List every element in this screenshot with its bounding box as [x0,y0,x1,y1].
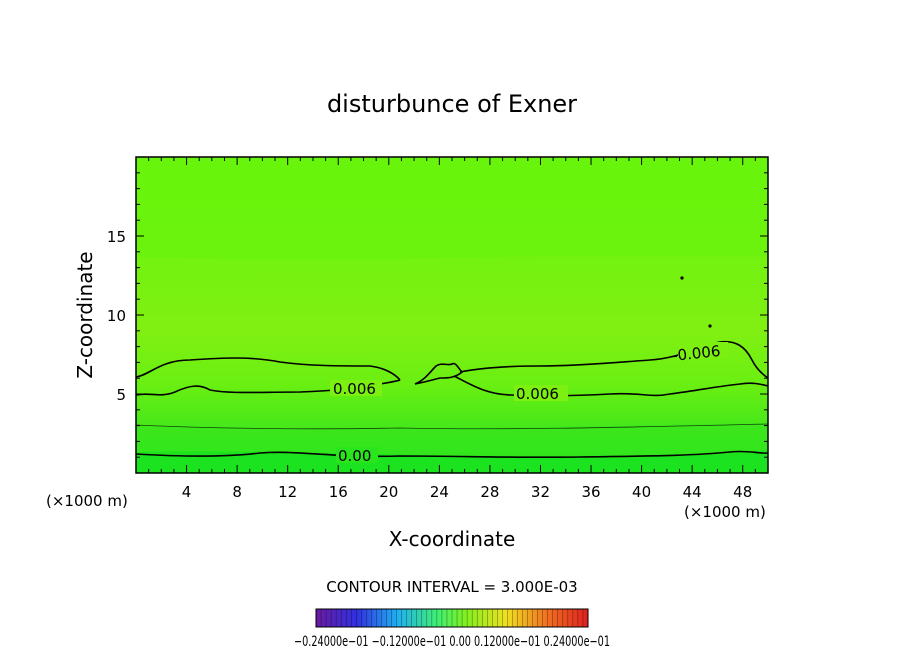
chart-title: disturbunce of Exner [327,90,577,118]
contour-line-middle-blob [414,362,464,385]
x-unit-right: (×1000 m) [684,503,766,521]
contour-label-1: 0.006 [333,380,376,398]
x-tick-label: 48 [733,483,752,501]
contour-dot-1 [680,276,684,280]
contour-line-upper-left [136,357,401,381]
y-tick-label: 5 [116,386,126,404]
contour-label-2: 0.006 [516,385,559,403]
contour-line-upper-right [459,340,768,379]
x-tick-label: 16 [329,483,348,501]
contour-labels: 0.006 0.006 -0.006 0.00 [330,342,728,465]
x-tick-label: 12 [278,483,297,501]
x-tick-label: 20 [379,483,398,501]
contour-label-3: -0.006 [671,342,721,365]
y-tick-label: 15 [107,228,126,246]
x-tick-label: 36 [581,483,600,501]
x-tick-label: 4 [182,483,192,501]
x-tick-label: 28 [480,483,499,501]
x-axis-ticks: 4 8 12 16 20 24 28 32 36 40 44 48 [148,157,756,501]
x-unit-left: (×1000 m) [46,492,128,510]
x-tick-label: 8 [232,483,242,501]
colorbar [315,608,589,628]
contour-dot-2 [708,324,712,328]
x-tick-label: 32 [531,483,550,501]
colorbar-labels: −0.24000e−01 −0.12000e−01 0.00 0.12000e−… [294,634,610,650]
x-axis-label: X-coordinate [389,527,516,551]
y-axis-label: Z-coordinate [73,251,97,378]
field-bands [136,157,768,473]
x-tick-label: 44 [683,483,702,501]
band-bottom [136,450,768,473]
y-tick-label: 10 [107,307,126,325]
y-axis-ticks: 5 10 15 [107,172,768,458]
contour-label-4: 0.00 [338,447,371,465]
x-tick-label: 40 [632,483,651,501]
contour-line-zero [136,450,768,459]
band-upper [136,157,768,260]
colorbar-ticks [320,609,584,627]
contour-line-thin [136,423,768,430]
x-tick-label: 24 [430,483,449,501]
contour-interval-text: CONTOUR INTERVAL = 3.000E-03 [326,578,577,596]
contour-line-lower-right [453,375,768,397]
